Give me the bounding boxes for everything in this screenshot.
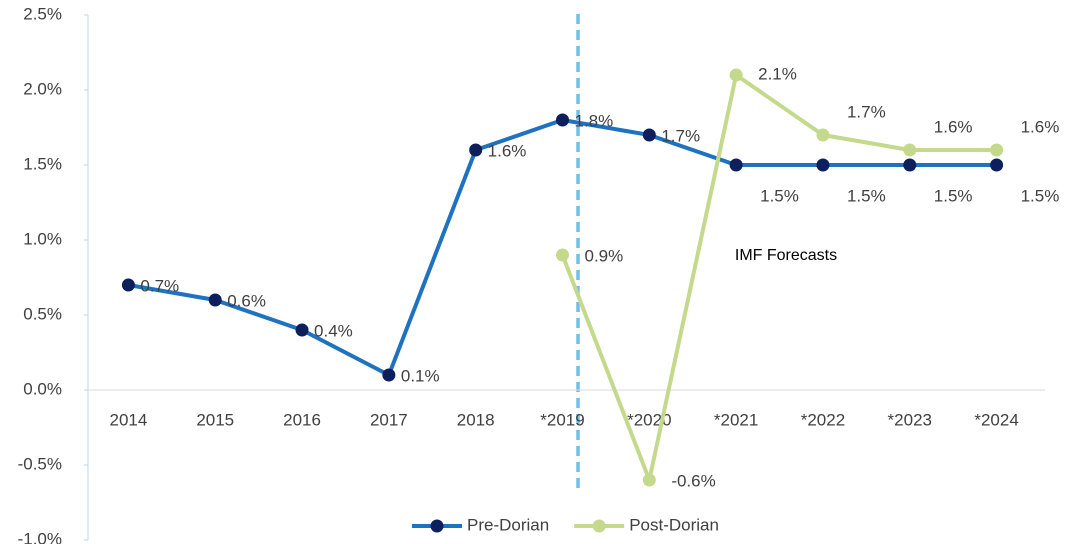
x-tick-label: *2021 bbox=[714, 410, 758, 429]
y-tick-label: 2.5% bbox=[23, 4, 62, 23]
x-tick-label: *2024 bbox=[974, 410, 1018, 429]
x-tick-label: 2014 bbox=[109, 410, 147, 429]
y-tick-label: 0.0% bbox=[23, 379, 62, 398]
marker bbox=[382, 368, 396, 382]
marker bbox=[121, 278, 135, 292]
data-label: 1.7% bbox=[661, 126, 700, 145]
x-tick-label: 2015 bbox=[196, 410, 234, 429]
x-tick-label: 2017 bbox=[370, 410, 408, 429]
data-label: 1.8% bbox=[575, 111, 614, 130]
marker bbox=[729, 158, 743, 172]
marker bbox=[990, 158, 1004, 172]
marker bbox=[295, 323, 309, 337]
data-label: 1.5% bbox=[847, 186, 886, 205]
marker bbox=[729, 68, 743, 82]
data-label: -0.6% bbox=[671, 471, 715, 490]
x-tick-label: *2023 bbox=[888, 410, 932, 429]
x-tick-label: 2016 bbox=[283, 410, 321, 429]
data-label: 2.1% bbox=[758, 64, 797, 83]
data-label: 1.6% bbox=[1021, 117, 1060, 136]
legend-label: Pre-Dorian bbox=[467, 515, 549, 534]
y-tick-label: 0.5% bbox=[23, 304, 62, 323]
y-tick-label: -0.5% bbox=[18, 454, 62, 473]
legend-label: Post-Dorian bbox=[629, 515, 719, 534]
marker bbox=[469, 143, 483, 157]
y-tick-label: 1.5% bbox=[23, 154, 62, 173]
marker bbox=[556, 248, 569, 262]
data-label: 0.9% bbox=[585, 246, 624, 265]
data-label: 0.4% bbox=[314, 321, 353, 340]
data-label: 1.5% bbox=[1021, 186, 1060, 205]
x-tick-label: *2019 bbox=[540, 410, 584, 429]
annotation: IMF Forecasts bbox=[735, 247, 837, 264]
marker bbox=[816, 128, 830, 142]
legend-marker bbox=[592, 519, 606, 533]
y-tick-label: 1.0% bbox=[23, 229, 62, 248]
marker bbox=[556, 113, 569, 127]
x-tick-label: *2022 bbox=[801, 410, 845, 429]
x-tick-label: 2018 bbox=[457, 410, 495, 429]
data-label: 1.6% bbox=[934, 117, 973, 136]
marker bbox=[208, 293, 222, 307]
data-label: 0.1% bbox=[401, 366, 440, 385]
y-tick-label: 2.0% bbox=[23, 79, 62, 98]
marker bbox=[903, 158, 917, 172]
series-line bbox=[560, 73, 997, 482]
marker bbox=[642, 473, 656, 487]
legend-marker bbox=[430, 519, 444, 533]
marker bbox=[642, 128, 656, 142]
data-label: 1.5% bbox=[760, 186, 799, 205]
data-label: 1.6% bbox=[488, 141, 527, 160]
data-label: 1.7% bbox=[847, 102, 886, 121]
data-label: 0.7% bbox=[140, 276, 179, 295]
marker bbox=[816, 158, 830, 172]
series-line bbox=[128, 118, 997, 377]
marker bbox=[990, 143, 1004, 157]
data-label: 1.5% bbox=[934, 186, 973, 205]
y-tick-label: -1.0% bbox=[18, 529, 62, 544]
marker bbox=[903, 143, 917, 157]
data-label: 0.6% bbox=[227, 291, 266, 310]
